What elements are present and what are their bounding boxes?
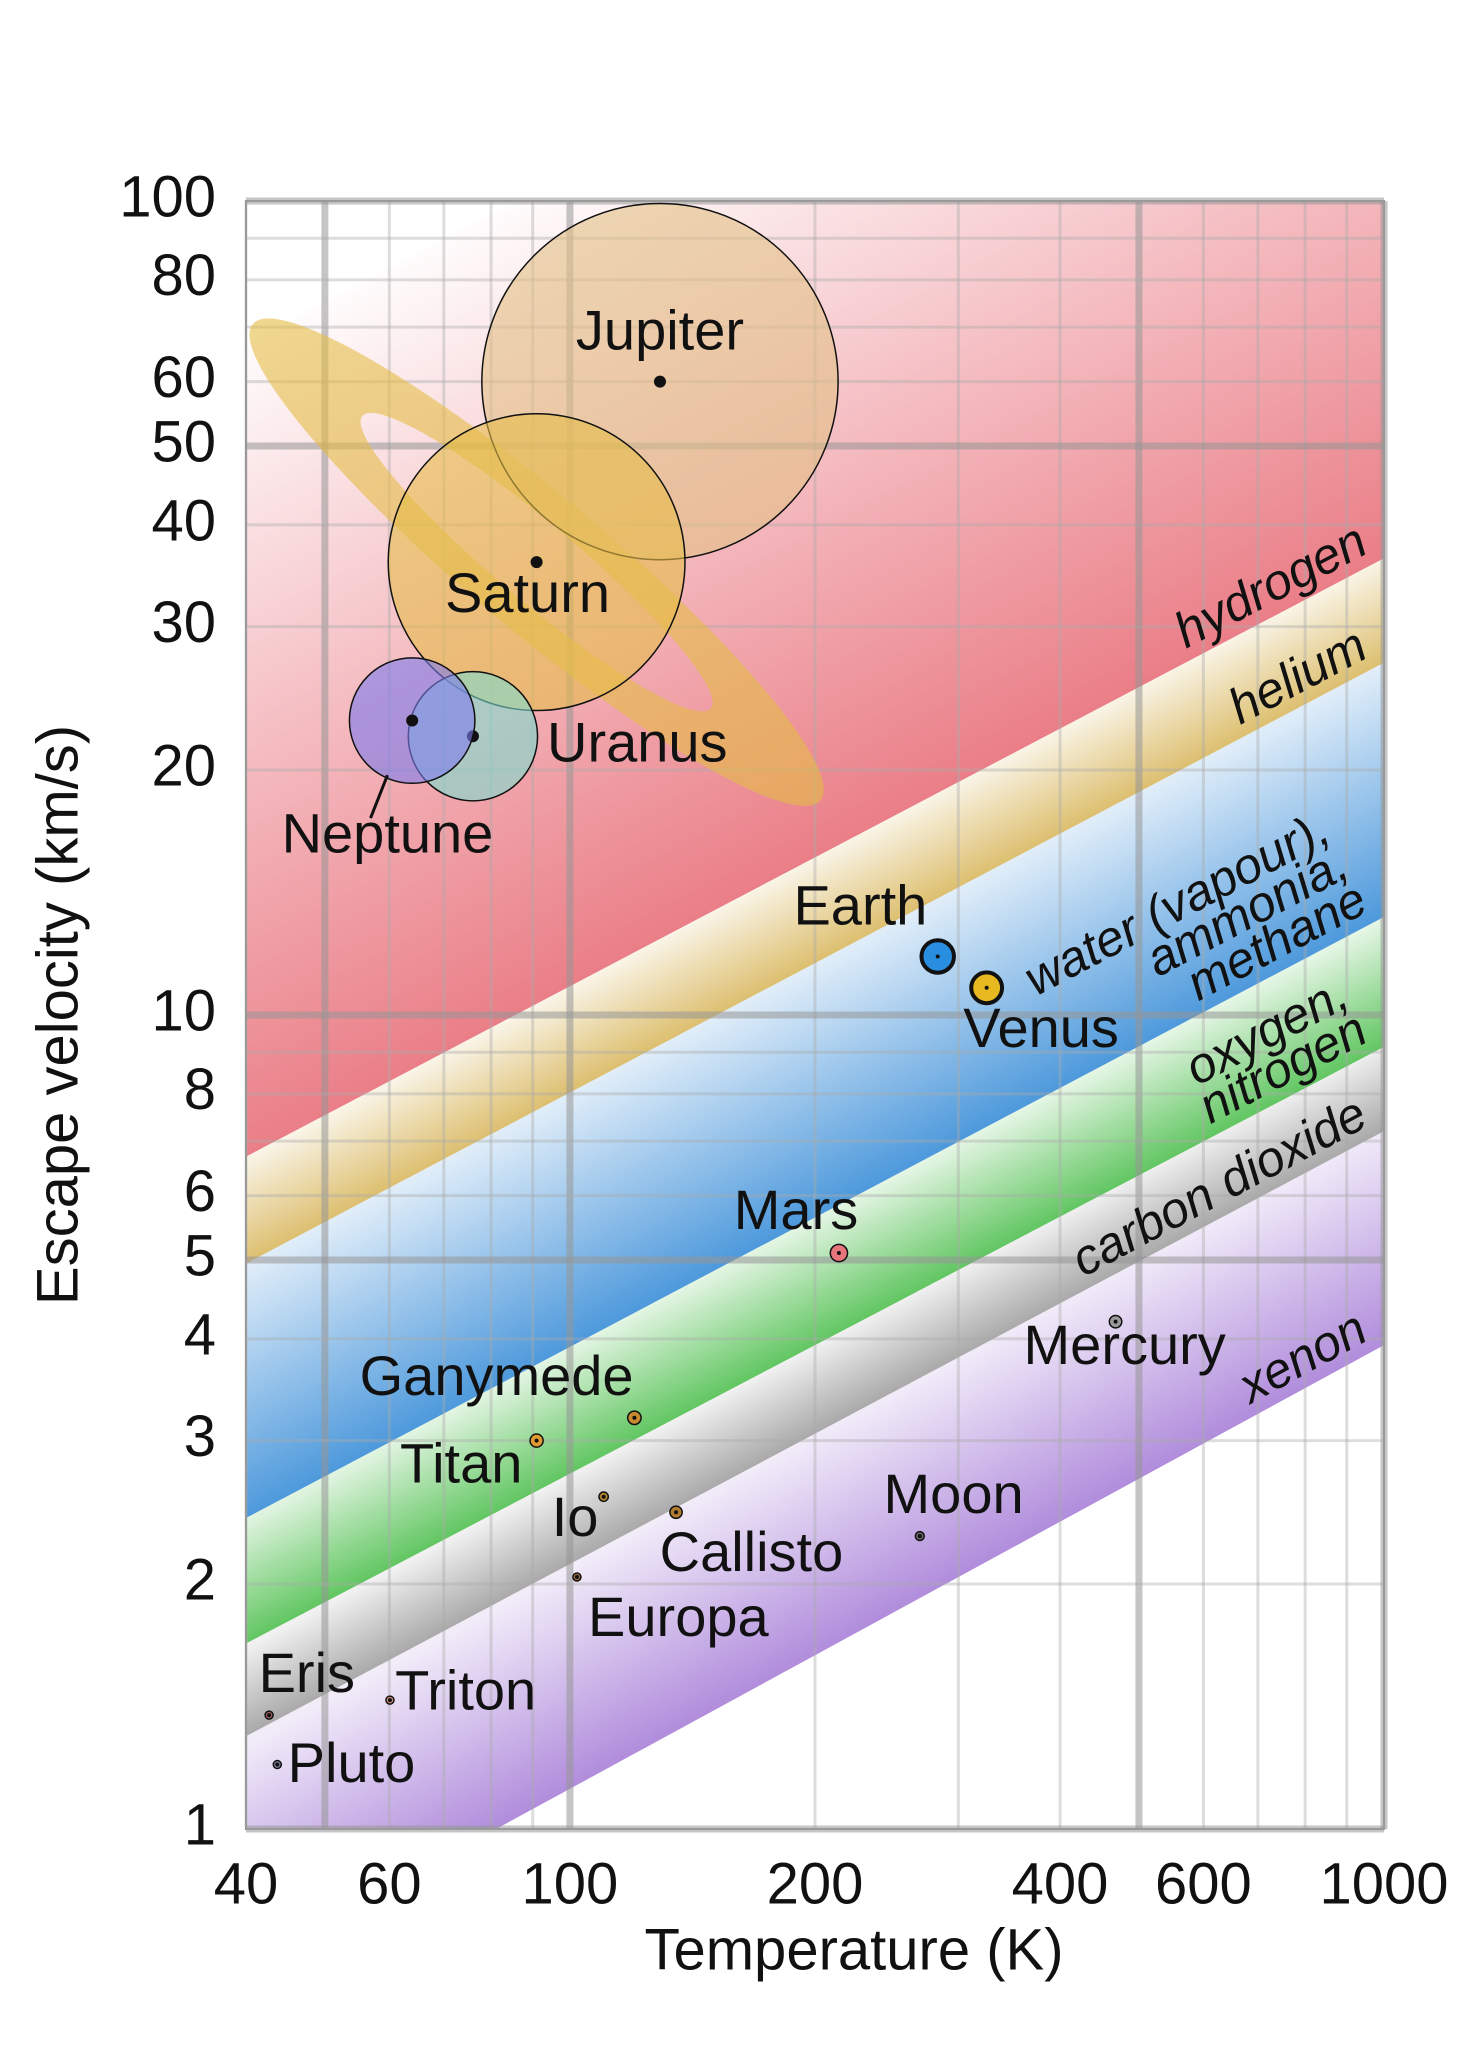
y-axis-title: Escape velocity (km/s) [25,725,90,1305]
body-label: Eris [259,1641,355,1704]
gas-band [246,916,1384,1644]
y-tick-label: 4 [184,1302,216,1367]
y-tick-label: 3 [184,1404,216,1469]
y-tick-label: 100 [119,164,216,229]
y-tick-label: 2 [184,1547,216,1612]
y-tick-label: 40 [151,488,216,553]
center-dot [534,1438,539,1443]
x-tick-label: 100 [522,1851,619,1916]
y-tick-label: 80 [151,243,216,308]
body-label: Titan [400,1432,522,1495]
body-label: Saturn [445,561,610,624]
gas-band [246,1131,1384,1829]
y-tick-label: 30 [151,590,216,655]
body-label: Ganymede [360,1344,634,1407]
gas-band [246,662,1384,1519]
center-dot [984,985,989,990]
body-label: Venus [963,996,1119,1059]
marks [249,202,1123,1770]
gas-band [246,558,1384,1264]
x-tick-label: 1000 [1319,1851,1448,1916]
center-dot [275,1762,280,1767]
gas-band [246,1046,1384,1737]
center-dot [674,1510,679,1515]
center-dot [267,1713,272,1718]
center-dot [653,375,666,388]
body-label: Earth [793,873,927,936]
center-dot [935,954,940,959]
body-label: Europa [588,1585,769,1648]
body-label: Callisto [660,1520,844,1583]
x-tick-label: 60 [357,1851,422,1916]
plot-frame [245,200,1385,1830]
bands [246,201,1384,1829]
x-tick-label: 200 [767,1851,864,1916]
y-tick-label: 6 [184,1159,216,1224]
center-dot [1113,1319,1118,1324]
x-tick-label: 600 [1155,1851,1252,1916]
x-axis-title: Temperature (K) [644,1917,1063,1982]
y-tick-label: 60 [151,345,216,410]
center-dot [406,714,419,727]
body-label: Moon [884,1462,1024,1525]
body-label: Uranus [547,710,728,773]
saturn-ring [249,318,824,806]
y-tick-label: 5 [184,1223,216,1288]
center-dot [632,1415,637,1420]
center-dot [917,1534,922,1539]
body-label: Neptune [282,801,494,864]
body-label: Pluto [288,1731,416,1794]
center-dot [601,1494,606,1499]
y-tick-label: 20 [151,733,216,798]
body-label: Jupiter [576,299,744,362]
x-tick-label: 40 [214,1851,279,1916]
center-dot [530,556,543,569]
body-label: Mercury [1024,1313,1226,1376]
y-tick-label: 1 [184,1792,216,1857]
y-tick-label: 8 [184,1057,216,1122]
body-label: Mars [734,1178,858,1241]
x-tick-label: 400 [1012,1851,1109,1916]
center-dot [387,1698,392,1703]
leader-line [369,774,389,819]
y-tick-label: 50 [151,409,216,474]
center-dot [836,1251,841,1256]
y-tick-label: 10 [151,978,216,1043]
body-label: Triton [395,1659,536,1722]
center-dot [574,1574,579,1579]
body-label: Io [552,1485,599,1548]
